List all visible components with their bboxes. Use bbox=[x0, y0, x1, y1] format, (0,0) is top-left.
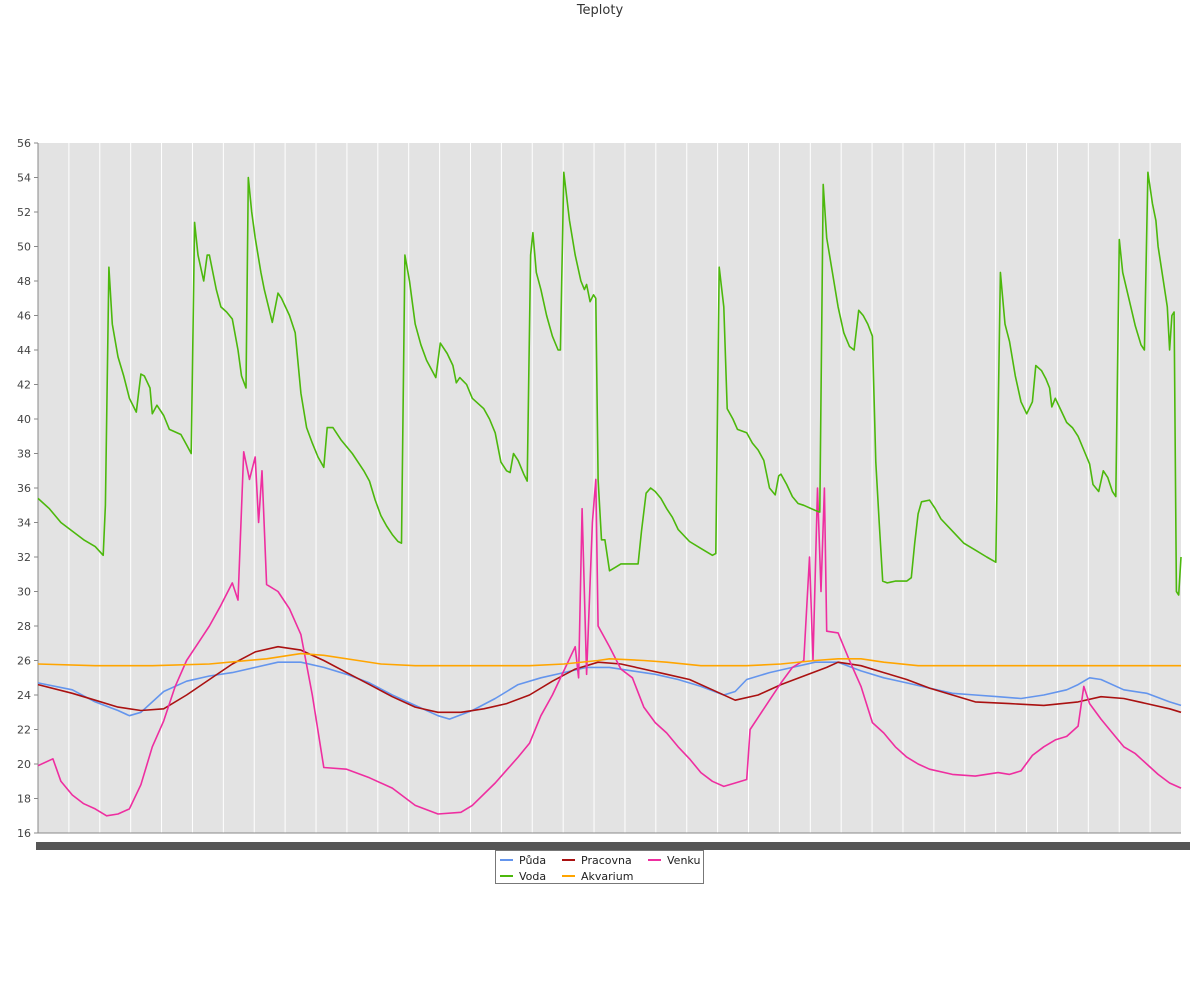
x-tick-label-band bbox=[36, 842, 1190, 850]
legend-swatch-akvarium bbox=[562, 875, 575, 877]
y-tick-label: 26 bbox=[17, 655, 31, 668]
legend-swatch-pracovna bbox=[562, 859, 575, 861]
series-line-puda bbox=[37, 661, 1182, 720]
legend-label-akvarium: Akvarium bbox=[581, 869, 634, 883]
y-tick-label: 56 bbox=[17, 137, 31, 150]
legend-item-pracovna: Pracovna bbox=[562, 853, 632, 867]
plot-area bbox=[38, 143, 1181, 833]
y-tick-label: 52 bbox=[17, 206, 31, 219]
y-tick-label: 46 bbox=[17, 310, 31, 323]
y-tick-label: 36 bbox=[17, 482, 31, 495]
y-tick-label: 28 bbox=[17, 620, 31, 633]
legend: Půda Voda Pracovna Akvarium Venku bbox=[495, 850, 704, 884]
y-tick-label: 54 bbox=[17, 172, 31, 185]
legend-swatch-voda bbox=[500, 875, 513, 877]
series-layer bbox=[37, 171, 1182, 817]
y-tick-label: 48 bbox=[17, 275, 31, 288]
y-tick-label: 44 bbox=[17, 344, 31, 357]
y-tick-label: 32 bbox=[17, 551, 31, 564]
series-line-voda bbox=[37, 171, 1182, 596]
y-tick-label: 50 bbox=[17, 241, 31, 254]
legend-swatch-venku bbox=[648, 859, 661, 861]
chart-title: Teploty bbox=[576, 3, 624, 18]
legend-label-pracovna: Pracovna bbox=[581, 853, 632, 867]
legend-item-voda: Voda bbox=[500, 869, 546, 883]
y-tick-label: 24 bbox=[17, 689, 31, 702]
legend-swatch-puda bbox=[500, 859, 513, 861]
y-tick-label: 42 bbox=[17, 379, 31, 392]
legend-label-puda: Půda bbox=[519, 853, 547, 867]
x-axis bbox=[36, 832, 1190, 850]
legend-item-venku: Venku bbox=[648, 853, 700, 867]
legend-label-voda: Voda bbox=[519, 869, 547, 883]
y-tick-label: 40 bbox=[17, 413, 31, 426]
y-tick-label: 18 bbox=[17, 793, 31, 806]
y-tick-label: 38 bbox=[17, 448, 31, 461]
series-line-venku bbox=[37, 451, 1182, 817]
plot-background bbox=[38, 143, 1181, 833]
y-tick-label: 34 bbox=[17, 517, 31, 530]
legend-label-venku: Venku bbox=[667, 853, 701, 867]
y-tick-label: 20 bbox=[17, 758, 31, 771]
legend-item-akvarium: Akvarium bbox=[562, 869, 633, 883]
y-tick-label: 30 bbox=[17, 586, 31, 599]
y-tick-label: 22 bbox=[17, 724, 31, 737]
y-axis: 16 18 20 22 24 26 28 30 32 34 36 38 40 42 44 46 48 50 52 54… bbox=[17, 137, 39, 840]
legend-item-puda: Půda bbox=[500, 853, 546, 867]
y-tick-label: 16 bbox=[17, 827, 31, 840]
series-line-akvarium bbox=[37, 652, 1181, 667]
